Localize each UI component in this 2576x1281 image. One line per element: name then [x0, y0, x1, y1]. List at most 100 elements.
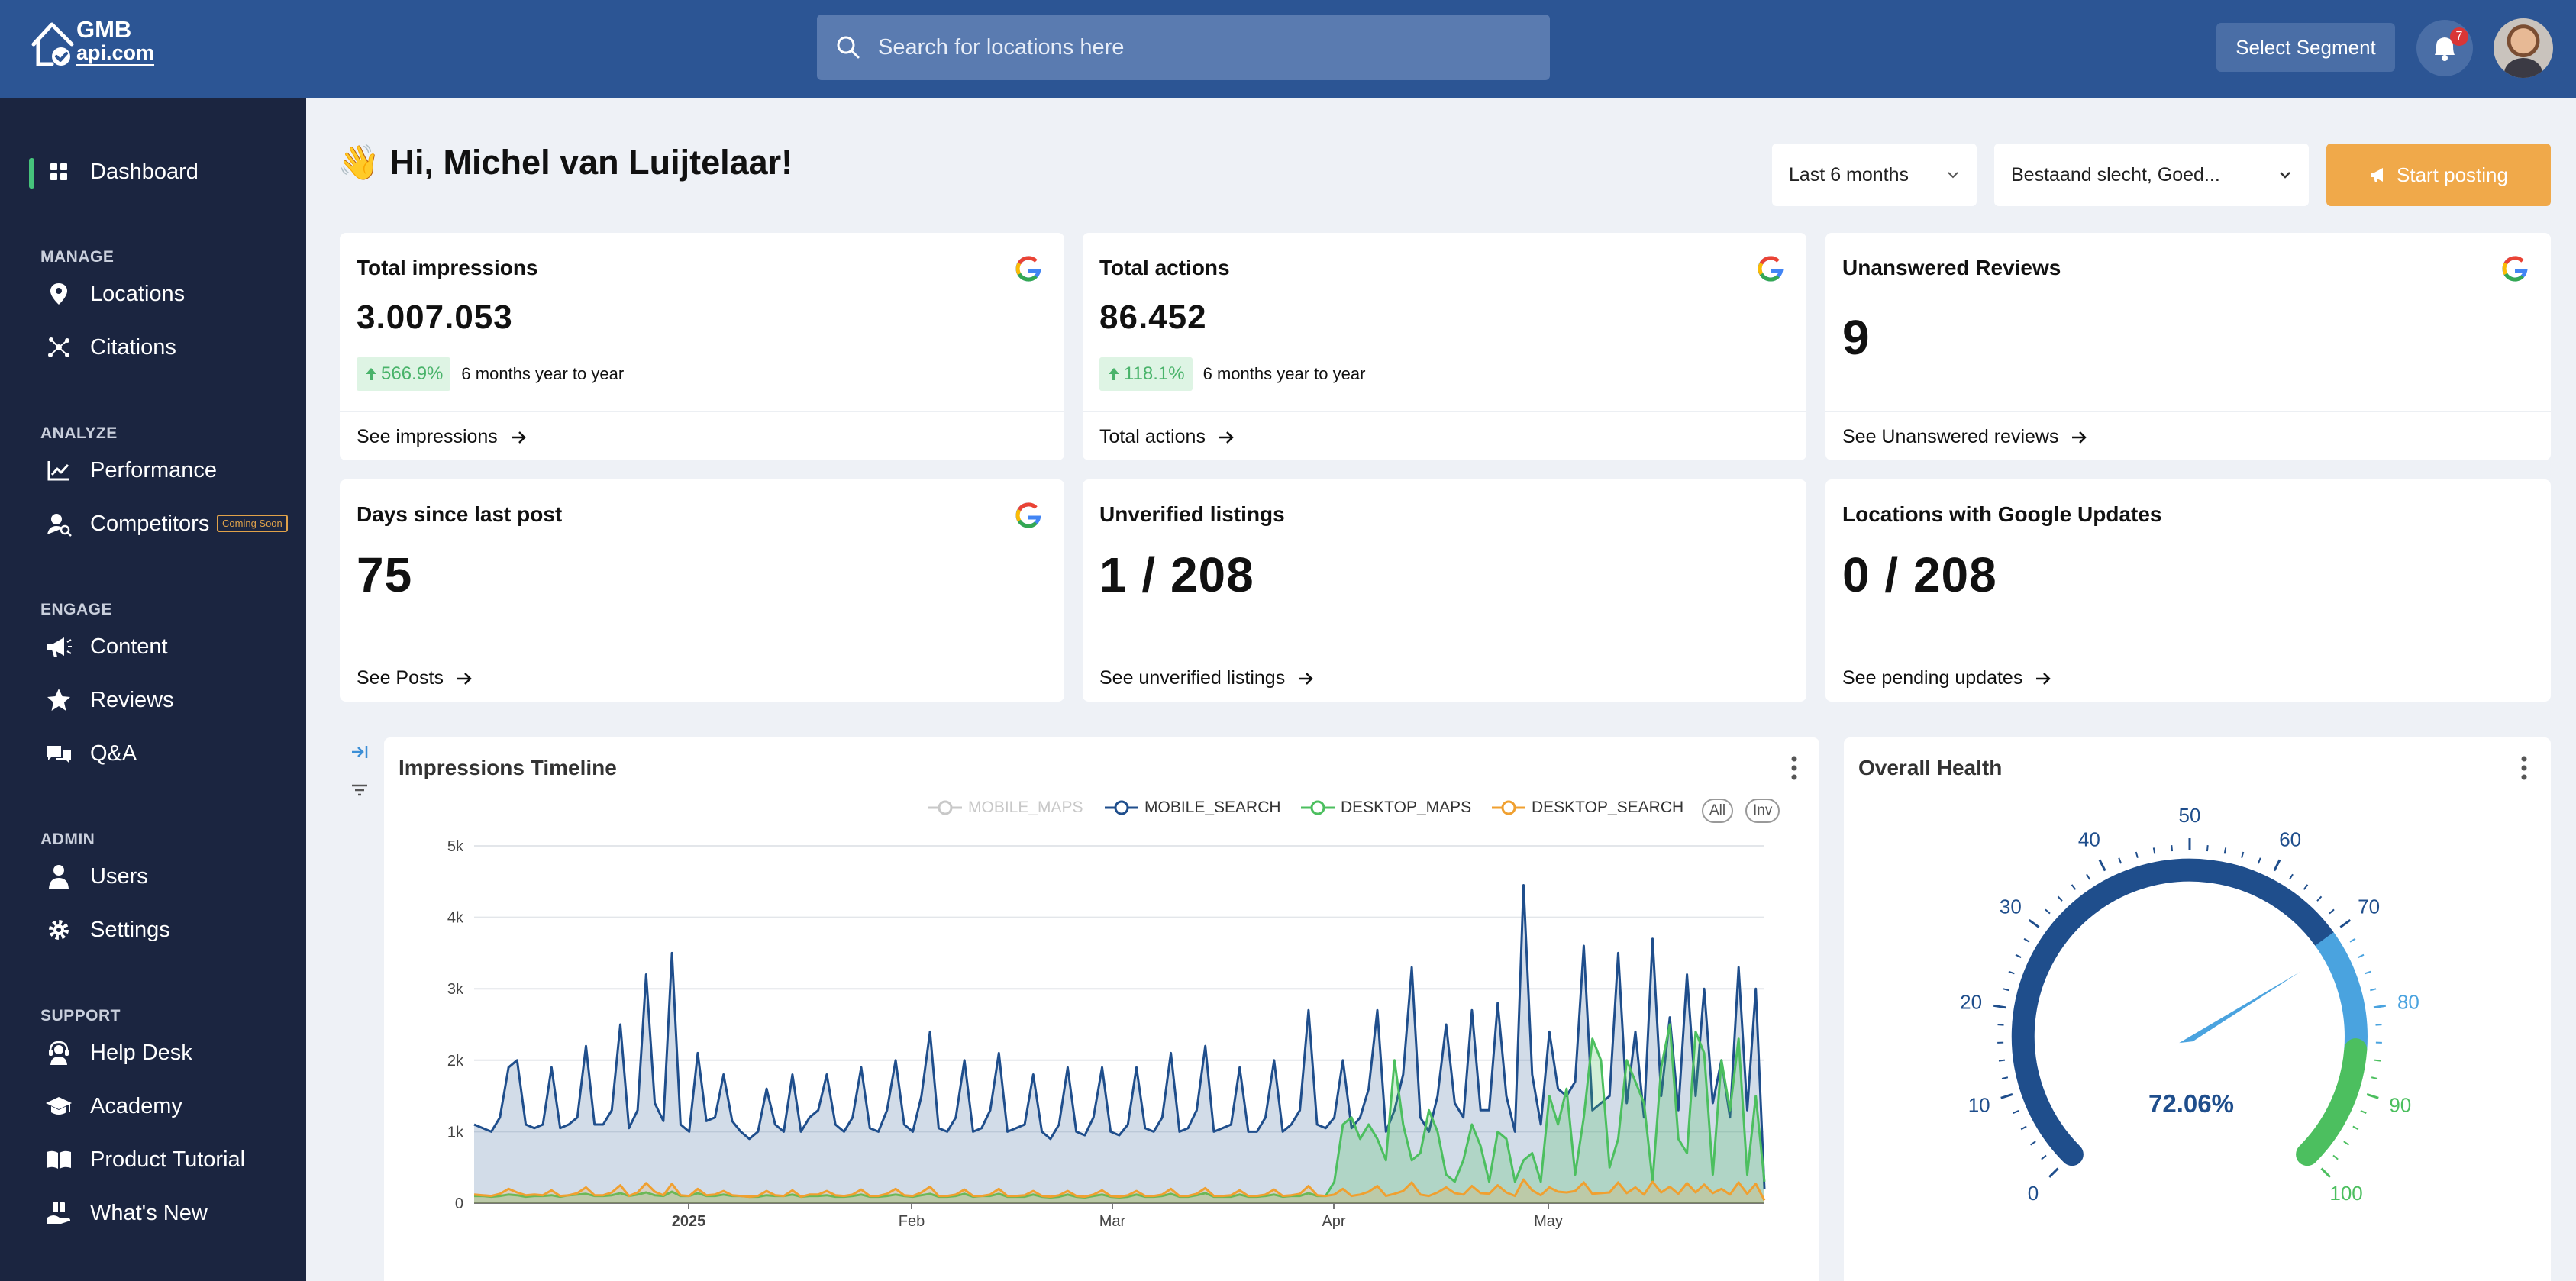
trend-value: 566.9% — [381, 363, 444, 384]
logo-text-top: GMB — [76, 16, 132, 43]
gauge-tick — [2273, 859, 2281, 872]
gauge-tick — [2028, 918, 2040, 928]
gauge-tick — [2358, 953, 2365, 959]
link-label: See Unanswered reviews — [1842, 426, 2059, 447]
legend-mobile-search[interactable]: MOBILE_SEARCH — [1105, 799, 1281, 817]
sidebar-item-label: Performance — [90, 458, 218, 482]
link-label: See Posts — [357, 667, 444, 689]
notifications-button[interactable]: 7 — [2416, 20, 2473, 76]
filter-icon[interactable] — [350, 780, 370, 800]
see-unanswered-reviews-link[interactable]: See Unanswered reviews — [1842, 426, 2087, 448]
google-icon — [1015, 502, 1041, 528]
gauge-tick-label: 40 — [2078, 828, 2100, 851]
sidebar-item-label: Q&A — [90, 741, 137, 766]
gauge-needle — [2179, 971, 2300, 1044]
panel-title: Impressions Timeline — [399, 756, 617, 779]
see-posts-link[interactable]: See Posts — [357, 667, 473, 689]
period-select-value: Last 6 months — [1789, 163, 1909, 186]
filter-select[interactable]: Bestaand slecht, Goed... — [1994, 144, 2309, 206]
gauge-band — [2011, 858, 2336, 1166]
google-icon — [1758, 256, 1784, 282]
gauge-tick — [2135, 851, 2139, 858]
start-posting-button[interactable]: Start posting — [2326, 144, 2551, 206]
sidebar-item-users[interactable]: Users — [0, 853, 306, 899]
see-impressions-link[interactable]: See impressions — [357, 426, 527, 448]
sidebar-item-whats-new[interactable]: What's New — [0, 1190, 306, 1236]
sidebar-item-label: Content — [90, 634, 168, 659]
gauge-tick — [2257, 857, 2261, 864]
gift-hand-icon — [47, 1202, 70, 1224]
gauge-tick — [2349, 937, 2356, 943]
legend-desktop-search[interactable]: DESKTOP_SEARCH — [1492, 799, 1683, 817]
card-footer: See pending updates — [1825, 653, 2551, 702]
card-title: Days since last post — [357, 502, 563, 526]
gauge-tick — [2206, 845, 2209, 852]
logo[interactable]: GMB api.com — [29, 17, 166, 78]
legend-all-button[interactable]: All — [1702, 799, 1734, 823]
legend-mobile-maps[interactable]: MOBILE_MAPS — [928, 799, 1083, 817]
link-label: See pending updates — [1842, 667, 2023, 689]
gauge-tick-label: 0 — [2028, 1182, 2039, 1205]
sidebar-item-competitors[interactable]: Competitors Coming Soon — [0, 501, 306, 547]
select-segment-button[interactable]: Select Segment — [2216, 23, 2395, 72]
legend-label: DESKTOP_MAPS — [1341, 799, 1472, 816]
sidebar-item-help-desk[interactable]: Help Desk — [0, 1030, 306, 1076]
graduation-cap-icon — [46, 1097, 72, 1115]
gauge-tick — [2003, 988, 2009, 992]
see-unverified-listings-link[interactable]: See unverified listings — [1099, 667, 1314, 689]
sidebar: Dashboard MANAGE Locations Citations ANA… — [0, 98, 306, 1281]
gear-icon — [49, 920, 69, 940]
gauge-tick — [2332, 1154, 2339, 1160]
gauge-tick — [2375, 1024, 2382, 1026]
star-icon — [47, 689, 70, 711]
gauge-tick-label: 30 — [2000, 895, 2022, 918]
sidebar-item-reviews[interactable]: Reviews — [0, 677, 306, 723]
sidebar-item-content[interactable]: Content — [0, 624, 306, 670]
period-select[interactable]: Last 6 months — [1772, 144, 1977, 206]
search-bar[interactable] — [817, 15, 1550, 80]
gauge-tick — [2098, 859, 2106, 872]
trend-badge: 566.9% — [357, 357, 451, 391]
legend-marker — [1105, 800, 1138, 815]
sidebar-item-academy[interactable]: Academy — [0, 1083, 306, 1129]
more-vertical-icon[interactable] — [2520, 754, 2528, 782]
y-tick-label: 3k — [447, 981, 464, 998]
collapse-panel-icon[interactable] — [350, 742, 370, 762]
sidebar-item-performance[interactable]: Performance — [0, 447, 306, 493]
legend-label: MOBILE_MAPS — [968, 799, 1083, 816]
sidebar-item-settings[interactable]: Settings — [0, 907, 306, 953]
sidebar-item-label: Citations — [90, 335, 176, 360]
y-tick-label: 5k — [447, 838, 464, 855]
gauge-tick — [2086, 873, 2091, 880]
sidebar-item-label: Help Desk — [90, 1041, 192, 1065]
sidebar-item-citations[interactable]: Citations — [0, 324, 306, 370]
card-title: Total impressions — [357, 256, 538, 279]
headset-icon — [49, 1041, 69, 1065]
gauge-tick — [2048, 1167, 2059, 1178]
legend-invert-button[interactable]: Inv — [1745, 799, 1780, 823]
total-actions-link[interactable]: Total actions — [1099, 426, 1235, 448]
gauge-tick — [2171, 845, 2174, 852]
grid-icon — [50, 163, 67, 180]
gauge-tick — [1993, 1004, 2006, 1009]
gauge-value-label: 72.06% — [2148, 1089, 2234, 1118]
gauge-tick-label: 100 — [2329, 1182, 2362, 1205]
card-total-actions: Total actions 86.452 118.1% 6 months yea… — [1083, 233, 1806, 460]
overall-health-gauge: 0 10 20 30 40 50 60 70 80 90 100 — [1960, 804, 2419, 1205]
legend-desktop-maps[interactable]: DESKTOP_MAPS — [1301, 799, 1471, 817]
sidebar-item-locations[interactable]: Locations — [0, 271, 306, 317]
sidebar-item-qa[interactable]: Q&A — [0, 731, 306, 776]
bell-icon — [2435, 37, 2455, 61]
avatar[interactable] — [2494, 18, 2553, 78]
more-vertical-icon[interactable] — [1790, 754, 1798, 782]
start-posting-label: Start posting — [2397, 163, 2508, 186]
search-input[interactable] — [878, 15, 1535, 80]
sidebar-item-dashboard[interactable]: Dashboard — [0, 149, 306, 195]
x-tick-label: 2025 — [672, 1213, 706, 1230]
sidebar-item-product-tutorial[interactable]: Product Tutorial — [0, 1137, 306, 1183]
see-pending-updates-link[interactable]: See pending updates — [1842, 667, 2051, 689]
card-value: 1 / 208 — [1099, 547, 1254, 602]
arrow-right-icon — [457, 672, 472, 685]
gauge-tick — [2360, 1109, 2367, 1114]
card-value: 9 — [1842, 310, 1871, 365]
